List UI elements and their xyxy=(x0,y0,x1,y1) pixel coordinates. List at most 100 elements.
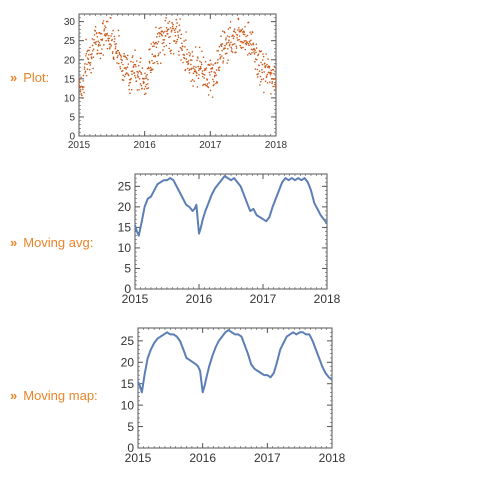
data-point xyxy=(92,67,94,70)
data-point xyxy=(123,67,126,69)
data-point xyxy=(138,77,141,80)
data-point xyxy=(136,70,138,73)
data-point xyxy=(273,72,275,75)
data-point xyxy=(178,24,181,27)
data-point xyxy=(148,67,150,70)
data-point xyxy=(171,22,174,24)
data-point xyxy=(235,51,237,54)
data-point xyxy=(145,83,148,86)
data-point xyxy=(149,69,152,72)
data-point xyxy=(272,69,275,71)
data-point xyxy=(122,63,124,66)
data-point xyxy=(106,47,109,50)
data-point xyxy=(115,50,118,53)
data-point xyxy=(255,47,258,49)
data-point xyxy=(221,49,223,52)
data-point xyxy=(268,65,271,68)
data-point xyxy=(262,78,265,80)
data-point xyxy=(237,29,239,31)
data-point xyxy=(146,67,149,70)
data-point xyxy=(192,67,195,70)
data-point xyxy=(100,52,103,55)
data-point xyxy=(248,44,250,47)
data-point xyxy=(146,87,148,90)
moving-avg-plot: 2015 2016 2017 2018 0 5 10 15 20 25 xyxy=(118,173,341,306)
data-point xyxy=(257,54,259,57)
data-point xyxy=(274,86,277,89)
data-point xyxy=(132,61,134,64)
data-point xyxy=(237,18,240,21)
data-point xyxy=(254,68,257,70)
data-point xyxy=(156,43,159,45)
data-point xyxy=(108,47,111,50)
data-point xyxy=(130,77,132,80)
data-point xyxy=(144,85,147,88)
data-point xyxy=(144,92,147,95)
data-point xyxy=(260,61,262,64)
data-point xyxy=(157,53,160,55)
data-point xyxy=(268,67,271,69)
data-point xyxy=(121,59,123,61)
data-point xyxy=(134,63,137,66)
data-point xyxy=(150,69,153,71)
data-point xyxy=(249,53,252,55)
data-point xyxy=(163,45,165,48)
data-point xyxy=(204,83,207,86)
data-point xyxy=(223,31,226,34)
data-point xyxy=(252,42,254,45)
data-point xyxy=(159,32,162,35)
data-point xyxy=(215,82,217,85)
data-point xyxy=(228,39,230,41)
data-point xyxy=(158,35,161,38)
data-point xyxy=(111,38,114,41)
data-point xyxy=(192,72,195,75)
data-point xyxy=(229,26,232,29)
data-point xyxy=(220,45,223,48)
data-point xyxy=(250,48,253,51)
data-point xyxy=(219,57,221,60)
data-point xyxy=(230,48,233,50)
data-point xyxy=(108,37,110,40)
data-point xyxy=(244,25,246,28)
data-point xyxy=(90,53,92,56)
data-point xyxy=(87,58,90,61)
data-point xyxy=(127,74,130,77)
data-point xyxy=(78,84,81,87)
data-point xyxy=(151,53,154,55)
data-point xyxy=(140,73,143,75)
data-point xyxy=(172,27,175,30)
data-point xyxy=(127,63,130,65)
data-point xyxy=(119,67,122,70)
data-point xyxy=(86,63,88,66)
data-point xyxy=(206,83,209,85)
data-point xyxy=(200,67,202,70)
data-point xyxy=(157,54,159,57)
data-point xyxy=(180,47,183,50)
data-point xyxy=(191,51,194,53)
data-point xyxy=(92,56,95,59)
data-point xyxy=(107,37,109,40)
data-point xyxy=(80,76,82,79)
data-point xyxy=(83,91,85,94)
data-point xyxy=(188,54,191,57)
data-point xyxy=(174,40,176,42)
x-tick-label: 2016 xyxy=(186,292,213,306)
data-point xyxy=(156,60,158,63)
data-point xyxy=(167,28,170,31)
data-point xyxy=(155,36,158,38)
data-point xyxy=(274,81,276,84)
data-point xyxy=(232,43,234,46)
data-point xyxy=(84,63,86,65)
data-point xyxy=(178,54,180,56)
data-point xyxy=(152,62,154,65)
chevron-right-icon: » xyxy=(10,70,18,85)
y-tick-label: 0 xyxy=(127,441,134,455)
data-point xyxy=(165,35,167,37)
data-point xyxy=(216,81,219,84)
data-point xyxy=(120,56,123,58)
data-point xyxy=(234,43,236,45)
y-tick-label: 15 xyxy=(121,377,135,391)
data-point xyxy=(186,67,189,70)
data-point xyxy=(155,46,158,49)
data-point xyxy=(194,46,197,48)
